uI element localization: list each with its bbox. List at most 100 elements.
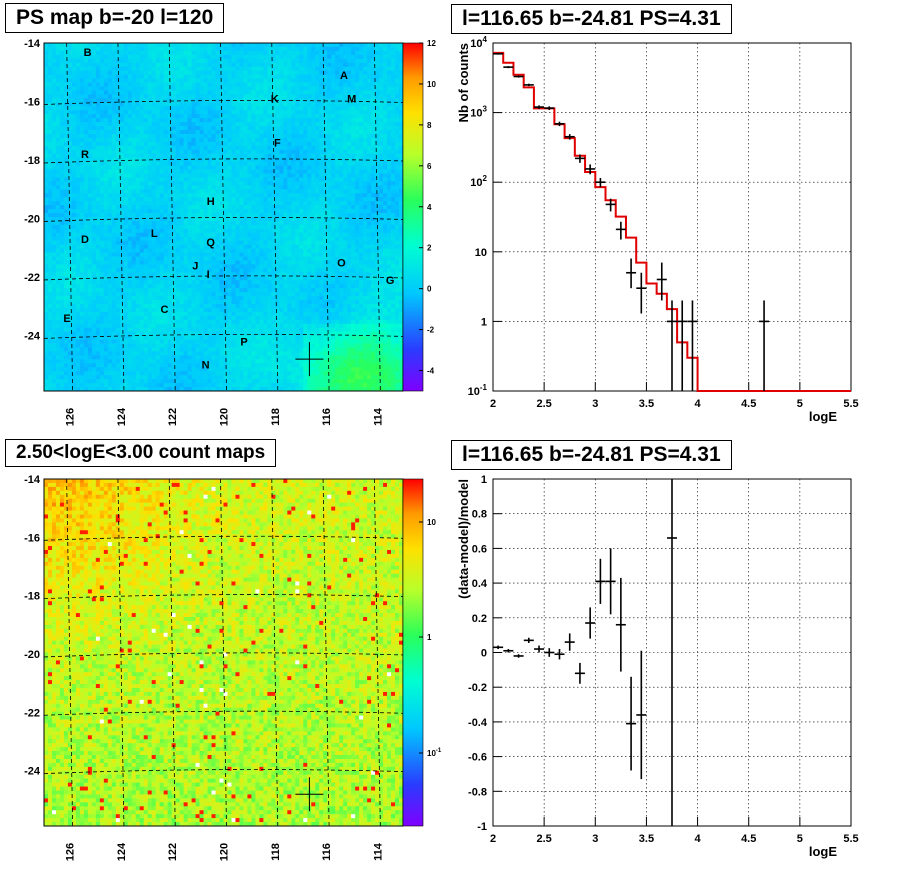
heatmap-cell (156, 122, 160, 126)
heatmap-cell (112, 114, 116, 118)
heatmap-cell (379, 229, 383, 233)
heatmap-cell (216, 118, 220, 122)
heatmap-cell (363, 229, 367, 233)
heatmap-cell (375, 79, 379, 83)
heatmap-cell (212, 63, 216, 67)
heatmap-cell (56, 114, 60, 118)
heatmap-cell (355, 55, 359, 59)
heatmap-cell (331, 87, 335, 91)
heatmap-cell (184, 110, 188, 114)
heatmap-cell (307, 142, 311, 146)
heatmap-cell (351, 130, 355, 134)
heatmap-cell (235, 146, 239, 150)
heatmap-cell (88, 79, 92, 83)
heatmap-cell (387, 83, 391, 87)
heatmap-cell (299, 142, 303, 146)
heatmap-cell (243, 130, 247, 134)
heatmap-cell (279, 55, 283, 59)
heatmap-cell (196, 55, 200, 59)
heatmap-cell (291, 181, 295, 185)
heatmap-cell (311, 170, 315, 174)
heatmap-cell (176, 55, 180, 59)
heatmap-cell (323, 229, 327, 233)
heatmap-cell (367, 209, 371, 213)
heatmap-cell (359, 114, 363, 118)
heatmap-cell (208, 94, 212, 98)
heatmap-cell (383, 225, 387, 229)
heatmap-cell (379, 209, 383, 213)
heatmap-cell (339, 221, 343, 225)
heatmap-cell (124, 221, 128, 225)
heatmap-cell (100, 177, 104, 181)
heatmap-cell (200, 150, 204, 154)
heatmap-cell (283, 87, 287, 91)
heatmap-cell (319, 166, 323, 170)
heatmap-cell (92, 257, 96, 261)
heatmap-cell (92, 118, 96, 122)
heatmap-cell (132, 245, 136, 249)
heatmap-cell (343, 185, 347, 189)
heatmap-cell (391, 233, 395, 237)
heatmap-cell (315, 67, 319, 71)
heatmap-cell (184, 79, 188, 83)
heatmap-cell (343, 106, 347, 110)
heatmap-cell (224, 110, 228, 114)
heatmap-cell (347, 241, 351, 245)
heatmap-cell (307, 185, 311, 189)
heatmap-cell (255, 166, 259, 170)
heatmap-cell (347, 205, 351, 209)
heatmap-cell (267, 75, 271, 79)
heatmap-cell (331, 75, 335, 79)
heatmap-cell (359, 217, 363, 221)
heatmap-cell (192, 63, 196, 67)
heatmap-cell (48, 177, 52, 181)
heatmap-cell (279, 237, 283, 241)
heatmap-cell (188, 181, 192, 185)
heatmap-cell (299, 87, 303, 91)
heatmap-cell (220, 51, 224, 55)
heatmap-cell (204, 114, 208, 118)
heatmap-cell (116, 83, 120, 87)
heatmap-cell (327, 257, 331, 261)
heatmap-cell (315, 94, 319, 98)
heatmap-cell (136, 114, 140, 118)
heatmap-cell (379, 185, 383, 189)
heatmap-cell (299, 229, 303, 233)
heatmap-cell (279, 241, 283, 245)
heatmap-cell (164, 98, 168, 102)
heatmap-cell (196, 193, 200, 197)
heatmap-cell (287, 138, 291, 142)
heatmap-cell (335, 245, 339, 249)
heatmap-cell (100, 67, 104, 71)
heatmap-cell (347, 213, 351, 217)
heatmap-cell (152, 177, 156, 181)
heatmap-cell (60, 146, 64, 150)
heatmap-cell (76, 83, 80, 87)
heatmap-cell (251, 213, 255, 217)
heatmap-cell (72, 229, 76, 233)
heatmap-cell (68, 63, 72, 67)
heatmap-cell (319, 102, 323, 106)
heatmap-cell (371, 118, 375, 122)
heatmap-cell (267, 122, 271, 126)
heatmap-cell (311, 126, 315, 130)
heatmap-cell (263, 158, 267, 162)
heatmap-cell (152, 134, 156, 138)
heatmap-cell (184, 241, 188, 245)
heatmap-cell (287, 185, 291, 189)
heatmap-cell (128, 43, 132, 47)
heatmap-cell (331, 67, 335, 71)
heatmap-cell (275, 233, 279, 237)
heatmap-cell (231, 75, 235, 79)
heatmap-cell (231, 189, 235, 193)
heatmap-cell (92, 181, 96, 185)
heatmap-cell (235, 253, 239, 257)
heatmap-cell (263, 63, 267, 67)
heatmap-cell (116, 229, 120, 233)
heatmap-cell (395, 189, 399, 193)
heatmap-cell (100, 142, 104, 146)
heatmap-cell (208, 87, 212, 91)
heatmap-cell (212, 94, 216, 98)
heatmap-cell (395, 51, 399, 55)
heatmap-cell (220, 55, 224, 59)
